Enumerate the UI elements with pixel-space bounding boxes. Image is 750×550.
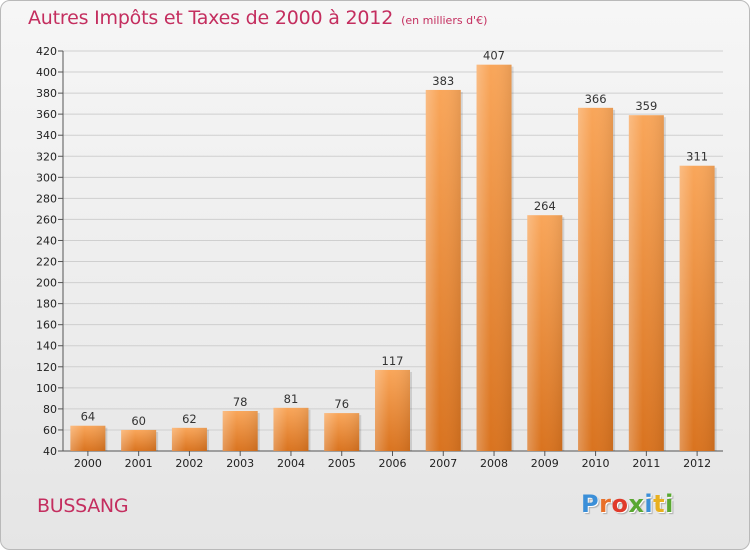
bar-value-label: 62 bbox=[182, 412, 197, 426]
commune-name: BUSSANG bbox=[37, 495, 129, 517]
x-tick-label: 2012 bbox=[683, 457, 711, 470]
bar-highlight bbox=[425, 89, 461, 452]
brand-letter: r bbox=[599, 490, 612, 518]
bars bbox=[70, 64, 717, 452]
x-tick-label: 2011 bbox=[632, 457, 660, 470]
y-tick-label: 220 bbox=[36, 256, 57, 269]
brand-letter: i bbox=[665, 490, 674, 518]
bar-highlight bbox=[273, 407, 309, 451]
chart-title: Autres Impôts et Taxes de 2000 à 2012 bbox=[28, 7, 394, 29]
brand-letter: i bbox=[644, 490, 654, 518]
y-tick-label: 200 bbox=[36, 277, 57, 290]
y-tick-label: 260 bbox=[36, 213, 57, 226]
bar-value-label: 407 bbox=[483, 49, 505, 63]
y-tick-label: 40 bbox=[43, 445, 57, 458]
x-tick-label: 2001 bbox=[125, 457, 153, 470]
x-tick-label: 2006 bbox=[379, 457, 407, 470]
y-tick-labels: 40 60 80 100 120 140 160 180 200 220 240 260 280 300 3… bbox=[36, 45, 57, 458]
x-tick-label: 2009 bbox=[531, 457, 559, 470]
bar-value-label: 78 bbox=[233, 395, 248, 409]
x-tick-label: 2000 bbox=[74, 457, 102, 470]
chart-unit-note: (en milliers d'€) bbox=[401, 14, 488, 27]
y-tick-label: 340 bbox=[36, 129, 57, 142]
y-tick-label: 420 bbox=[36, 45, 57, 58]
y-tick-label: 140 bbox=[36, 340, 57, 353]
x-tick-label: 2007 bbox=[429, 457, 457, 470]
x-tick-label: 2008 bbox=[480, 457, 508, 470]
brand-logo: Proxiti bbox=[581, 490, 674, 518]
bar-highlight bbox=[171, 427, 207, 451]
brand-letter: x bbox=[628, 490, 645, 518]
y-tick-label: 80 bbox=[43, 403, 57, 416]
y-tick-label: 120 bbox=[36, 361, 57, 374]
bar-value-label: 366 bbox=[585, 92, 607, 106]
chart-title-block: Autres Impôts et Taxes de 2000 à 2012 (en… bbox=[28, 7, 487, 29]
x-tick-label: 2010 bbox=[582, 457, 610, 470]
y-tick-label: 60 bbox=[43, 424, 57, 437]
y-tick-label: 240 bbox=[36, 234, 57, 247]
bar-value-label: 359 bbox=[635, 99, 657, 113]
bar-highlight bbox=[476, 64, 512, 452]
y-tick-label: 300 bbox=[36, 171, 57, 184]
x-tick-label: 2002 bbox=[175, 457, 203, 470]
x-tick-labels: 2000 2001 2002 2003 2004 2005 2006 2007 2008 2009… bbox=[74, 451, 711, 470]
bar-highlight bbox=[628, 115, 664, 452]
brand-letter: P bbox=[581, 490, 600, 518]
x-tick-label: 2005 bbox=[328, 457, 356, 470]
y-tick-label: 360 bbox=[36, 108, 57, 121]
bar-value-label: 81 bbox=[284, 392, 299, 406]
bar-value-label: 76 bbox=[334, 397, 349, 411]
brand-letter: t bbox=[653, 490, 666, 518]
bar-highlight bbox=[527, 215, 563, 451]
bar-value-label: 264 bbox=[534, 199, 556, 213]
bar-value-label: 117 bbox=[382, 354, 404, 368]
bar-value-label: 311 bbox=[686, 150, 708, 164]
bar-highlight bbox=[222, 411, 258, 451]
bar-highlight bbox=[121, 429, 157, 451]
brand-letter: o bbox=[611, 490, 629, 518]
y-tick-label: 160 bbox=[36, 319, 57, 332]
bar-highlight bbox=[70, 425, 106, 451]
y-tick-label: 400 bbox=[36, 66, 57, 79]
bar-value-label: 383 bbox=[432, 74, 454, 88]
y-tick-label: 380 bbox=[36, 87, 57, 100]
bar-highlight bbox=[324, 413, 360, 451]
bar-value-label: 64 bbox=[81, 410, 96, 424]
y-tick-label: 320 bbox=[36, 150, 57, 163]
bar-highlight bbox=[375, 369, 410, 451]
bar-highlight bbox=[679, 165, 715, 451]
y-tick-label: 280 bbox=[36, 192, 57, 205]
bar-value-label: 60 bbox=[131, 414, 146, 428]
x-tick-label: 2003 bbox=[226, 457, 254, 470]
y-tick-label: 180 bbox=[36, 298, 57, 311]
x-tick-label: 2004 bbox=[277, 457, 305, 470]
y-tick-label: 100 bbox=[36, 382, 57, 395]
bar-highlight bbox=[578, 107, 614, 451]
bar-labels: 64 60 62 78 81 76 117 383 407 264 366 359 311 bbox=[81, 49, 709, 428]
